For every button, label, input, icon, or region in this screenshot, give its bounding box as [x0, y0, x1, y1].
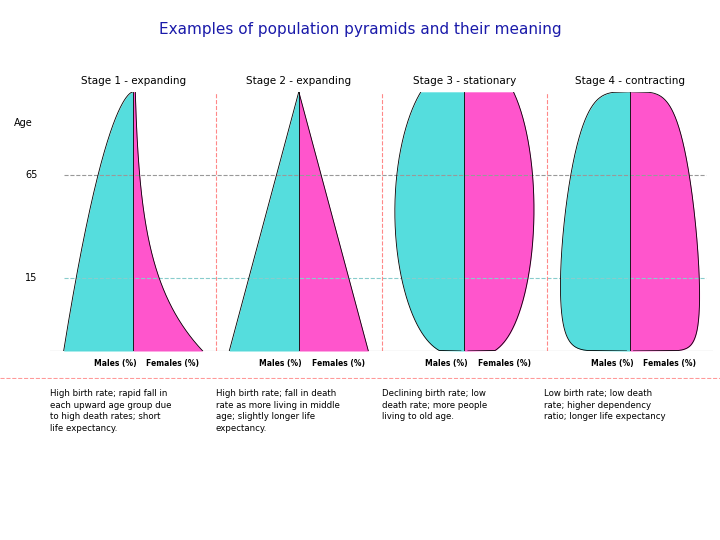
Text: Stage 3 - stationary: Stage 3 - stationary [413, 76, 516, 86]
Text: Males (%): Males (%) [94, 359, 137, 368]
Text: Males (%): Males (%) [425, 359, 468, 368]
Text: Females (%): Females (%) [146, 359, 199, 368]
Text: Declining birth rate; low
death rate; more people
living to old age.: Declining birth rate; low death rate; mo… [382, 389, 487, 421]
Text: Low birth rate; low death
rate; higher dependency
ratio; longer life expectancy: Low birth rate; low death rate; higher d… [544, 389, 665, 421]
Text: Males (%): Males (%) [590, 359, 634, 368]
Text: 15: 15 [25, 273, 37, 284]
Text: Males (%): Males (%) [259, 359, 302, 368]
Text: Females (%): Females (%) [312, 359, 365, 368]
Text: Stage 4 - contracting: Stage 4 - contracting [575, 76, 685, 86]
Text: High birth rate; fall in death
rate as more living in middle
age; slightly longe: High birth rate; fall in death rate as m… [216, 389, 340, 433]
Text: Stage 1 - expanding: Stage 1 - expanding [81, 76, 186, 86]
Text: 65: 65 [25, 170, 37, 180]
Text: Examples of population pyramids and their meaning: Examples of population pyramids and thei… [158, 22, 562, 37]
Text: Females (%): Females (%) [477, 359, 531, 368]
Text: Age: Age [14, 118, 33, 128]
Text: High birth rate; rapid fall in
each upward age group due
to high death rates; sh: High birth rate; rapid fall in each upwa… [50, 389, 172, 433]
Text: Stage 2 - expanding: Stage 2 - expanding [246, 76, 351, 86]
Text: Females (%): Females (%) [643, 359, 696, 368]
